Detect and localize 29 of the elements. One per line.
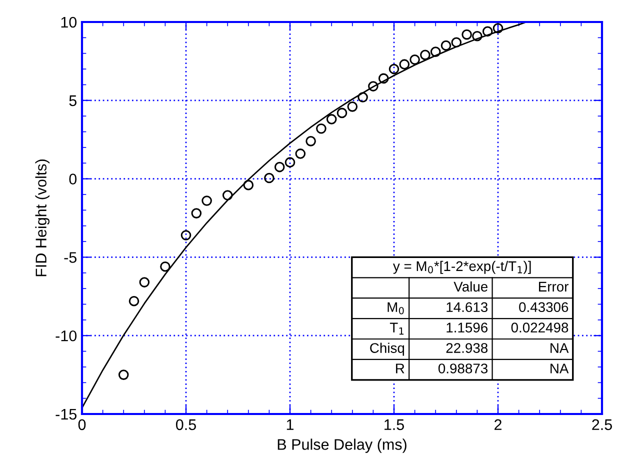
annotation: T$_{1}$: [390, 322, 404, 335]
y-axis-title: FID Height (volts): [35, 160, 50, 276]
y-tick-label: -10: [56, 330, 77, 342]
annotation: Error: [539, 282, 568, 292]
annotation: NA: [550, 364, 569, 374]
x-tick-label: 1: [286, 419, 294, 430]
x-tick-label: 0.5: [176, 419, 196, 430]
annotation: Chisq: [370, 342, 404, 356]
y-tick-label: 10: [61, 16, 77, 28]
annotation: y = M$_{0}$*[1-2*exp(-t/T$_{1}$)]: [392, 260, 531, 274]
annotation: NA: [550, 343, 569, 353]
annotation: R: [396, 364, 404, 374]
annotation: 14.613: [446, 302, 488, 312]
annotation: 0.98873: [438, 364, 488, 374]
annotation: M$_{0}$: [388, 302, 404, 314]
x-axis-title: B Pulse Delay (ms): [278, 438, 406, 453]
x-tick-label: 2.5: [592, 419, 612, 430]
x-tick-label: 0: [78, 419, 86, 430]
x-tick-label: 2: [494, 419, 502, 430]
y-tick-label: 5: [69, 95, 76, 106]
y-tick-label: -15: [56, 409, 76, 420]
annotation: 1.1596: [446, 322, 488, 332]
annotation: 22.938: [446, 343, 488, 353]
annotation: Value: [454, 281, 488, 292]
y-tick-label: 0: [69, 174, 77, 184]
x-tick-label: 1.5: [384, 419, 404, 430]
annotation: 0.022498: [511, 322, 568, 332]
y-tick-label: -5: [64, 252, 76, 263]
annotation: 0.43306: [519, 302, 568, 312]
